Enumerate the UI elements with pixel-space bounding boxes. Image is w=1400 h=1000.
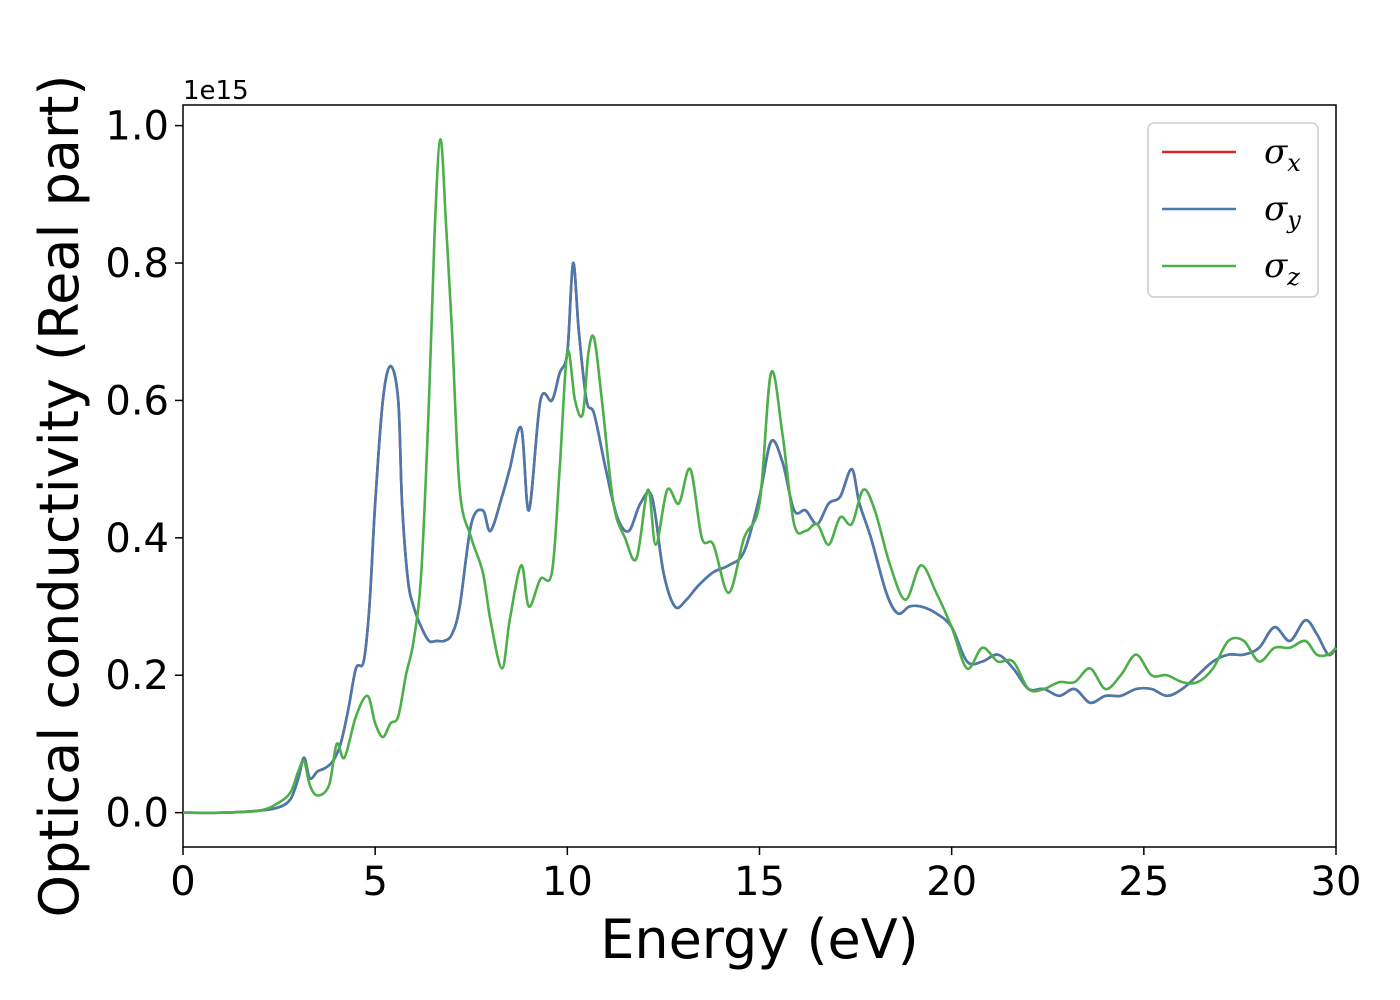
series-line-y — [182, 261, 1338, 815]
y-tick-label: 0.6 — [105, 378, 169, 424]
y-axis-label: Optical conductivity (Real part) — [28, 75, 91, 918]
x-tick-label: 20 — [926, 859, 977, 905]
legend-item-x: σx — [1162, 132, 1301, 177]
x-tick-label: 5 — [362, 859, 387, 905]
x-tick-label: 0 — [170, 859, 195, 905]
x-tick-label: 25 — [1118, 859, 1169, 905]
x-tick-label: 30 — [1311, 859, 1362, 905]
legend-item-y: σy — [1162, 189, 1301, 234]
y-tick-label: 0.8 — [105, 241, 169, 287]
x-axis-label: Energy (eV) — [600, 908, 919, 971]
legend: σx σy σz — [1147, 122, 1319, 298]
series-line-z — [182, 138, 1337, 815]
legend-item-z: σz — [1162, 246, 1300, 291]
x-tick-label: 10 — [542, 859, 593, 905]
legend-label: σz — [1264, 246, 1300, 291]
y-offset-label: 1e15 — [183, 76, 249, 106]
x-tick-label: 15 — [734, 859, 785, 905]
y-tick-label: 1.0 — [105, 104, 169, 150]
legend-label: σy — [1264, 189, 1301, 234]
y-tick-label: 0.2 — [105, 653, 169, 699]
legend-label: σx — [1264, 132, 1301, 177]
series-layer — [182, 138, 1338, 815]
y-tick-label: 0.0 — [105, 791, 169, 837]
y-tick-label: 0.4 — [105, 516, 169, 562]
y-axis: 0.0 0.2 0.4 0.6 0.8 1.0 — [105, 104, 183, 837]
x-axis: 0 5 10 15 20 25 30 — [170, 847, 1361, 905]
